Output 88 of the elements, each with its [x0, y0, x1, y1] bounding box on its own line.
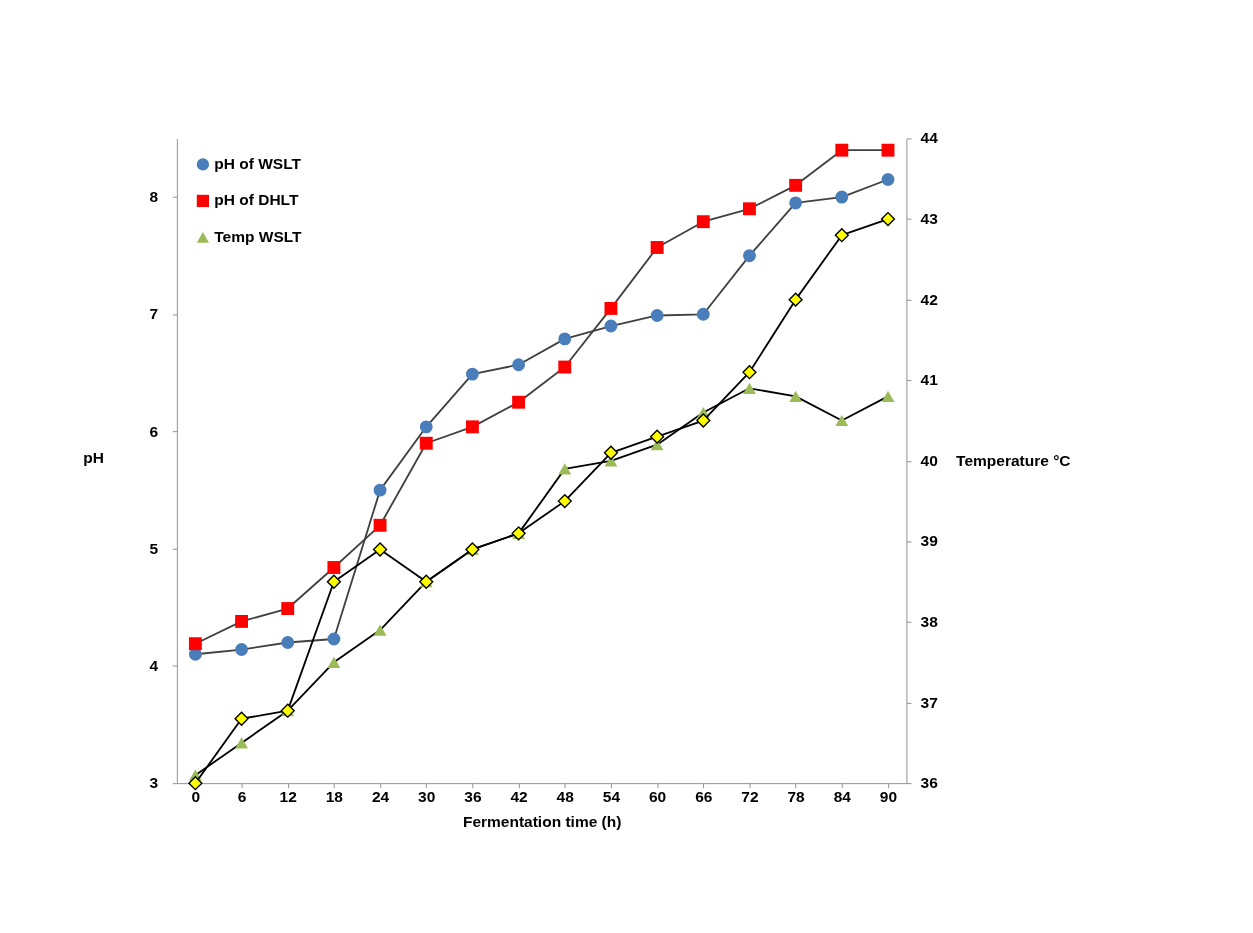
x-tick-label: 42 — [510, 787, 528, 805]
point — [650, 309, 664, 322]
point — [604, 319, 618, 333]
point — [373, 483, 387, 497]
x-tick-label: 36 — [464, 787, 482, 805]
legend-label: pH of WSLT — [214, 155, 302, 173]
x-tick-label: 66 — [695, 787, 713, 805]
point — [743, 382, 756, 394]
x-tick-label: 60 — [648, 787, 667, 805]
point — [281, 602, 295, 615]
point — [512, 395, 526, 409]
y2-tick-label: 36 — [920, 774, 939, 792]
point — [835, 143, 849, 157]
point — [373, 624, 387, 636]
y-tick-label: 4 — [149, 656, 159, 674]
legend-label: pH of DHLT — [214, 191, 299, 209]
x-tick-label: 54 — [602, 787, 621, 805]
x-axis-title: Fermentation time (h) — [462, 813, 622, 831]
x-tick-label: 84 — [833, 787, 852, 805]
x-tick-label: 90 — [879, 787, 898, 805]
x-tick-label: 30 — [418, 787, 436, 805]
point — [235, 737, 249, 749]
point — [281, 636, 295, 649]
y2-tick-label: 39 — [920, 532, 939, 550]
point — [235, 643, 249, 656]
point — [649, 429, 665, 444]
x-tick-label: 48 — [556, 787, 575, 805]
x-tick-label: 18 — [325, 787, 344, 805]
point — [557, 493, 572, 509]
x-tick-label: 78 — [787, 787, 806, 805]
y-tick-label: 3 — [149, 774, 159, 792]
point — [881, 173, 895, 186]
point — [650, 241, 664, 254]
y2-tick-label: 37 — [920, 693, 938, 711]
y-tick-label: 5 — [149, 539, 159, 557]
point — [881, 143, 895, 157]
y-tick-label: 7 — [149, 305, 159, 323]
y2-tick-label: 40 — [920, 451, 938, 469]
point — [743, 202, 756, 216]
point — [465, 420, 479, 434]
point — [789, 196, 803, 210]
y-tick-label: 6 — [149, 422, 159, 440]
y-tick-label: 8 — [149, 188, 159, 206]
point — [604, 301, 618, 315]
point — [603, 445, 619, 460]
point — [419, 420, 433, 434]
y2-axis-title: Temperature °C — [956, 452, 1071, 470]
x-tick-label: 12 — [279, 787, 297, 805]
point — [881, 390, 895, 402]
y2-tick-label: 44 — [920, 129, 939, 147]
x-tick-label: 6 — [237, 787, 247, 805]
point — [327, 656, 341, 668]
point — [696, 307, 710, 321]
point — [834, 228, 849, 243]
point — [789, 390, 803, 402]
point — [696, 413, 711, 428]
point — [327, 561, 341, 574]
y2-tick-label: 42 — [920, 290, 938, 308]
point — [742, 365, 757, 380]
point — [512, 358, 526, 372]
point — [235, 614, 249, 628]
point — [326, 574, 342, 589]
point — [788, 292, 803, 307]
y2-tick-label: 43 — [920, 210, 939, 228]
y2-tick-label: 38 — [920, 613, 939, 631]
legend-label: Temp WSLT — [214, 227, 303, 245]
point — [558, 360, 572, 374]
point — [419, 436, 433, 450]
point — [465, 367, 479, 381]
x-tick-label: 0 — [191, 787, 201, 805]
x-tick-label: 72 — [741, 787, 759, 805]
point — [327, 632, 341, 646]
point — [835, 190, 849, 204]
point — [880, 211, 896, 227]
point — [743, 249, 756, 263]
x-tick-label: 24 — [371, 787, 390, 805]
point — [558, 332, 572, 346]
point — [372, 542, 388, 557]
point — [696, 215, 710, 229]
point — [188, 776, 203, 791]
point — [234, 711, 249, 726]
point — [558, 463, 572, 475]
point — [188, 637, 202, 651]
y-axis-title: pH — [83, 448, 104, 466]
point — [373, 518, 387, 532]
y2-tick-label: 41 — [920, 371, 939, 389]
point — [789, 178, 803, 192]
point — [835, 414, 849, 427]
